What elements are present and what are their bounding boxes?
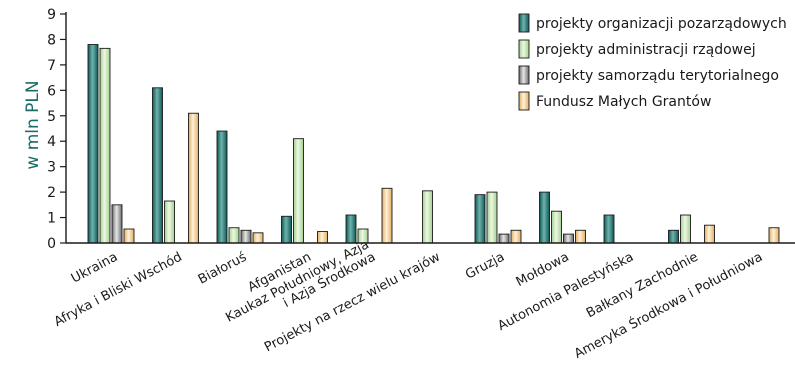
legend-swatch xyxy=(518,91,530,111)
bar xyxy=(422,190,433,244)
x-tick-label: Białoruś xyxy=(196,250,250,288)
bar xyxy=(768,227,780,244)
bar xyxy=(293,138,304,244)
bar xyxy=(704,224,715,244)
x-tick-label-line: Białoruś xyxy=(196,250,250,288)
bar xyxy=(498,233,510,244)
y-tick-label: 2 xyxy=(47,185,56,201)
bar xyxy=(216,130,228,244)
legend-label: projekty samorządu terytorialnego xyxy=(536,68,779,84)
bar xyxy=(152,87,163,244)
bar xyxy=(317,231,328,244)
bar xyxy=(99,47,111,244)
bar xyxy=(240,229,252,244)
x-tick-label-line: Gruzja xyxy=(463,250,507,283)
bar xyxy=(111,204,123,244)
y-tick-label: 6 xyxy=(47,83,56,99)
y-axis-title: w mln PLN xyxy=(23,80,43,169)
y-tick-label: 0 xyxy=(47,236,56,252)
y-tick-label: 5 xyxy=(47,109,56,125)
legend-swatch xyxy=(518,13,530,33)
axes xyxy=(65,12,795,244)
y-axis-ticks: 0 1 2 3 4 5 6 7 8 9 xyxy=(47,7,66,252)
y-tick-label: 1 xyxy=(47,211,56,227)
bars xyxy=(87,44,780,244)
legend-label: projekty administracji rządowej xyxy=(536,42,756,58)
legend-swatch xyxy=(518,39,530,59)
bar xyxy=(510,229,522,244)
bar xyxy=(345,214,357,244)
legend-label: projekty organizacji pozarządowych xyxy=(536,16,787,32)
x-tick-label: Gruzja xyxy=(463,250,507,283)
bar xyxy=(474,194,486,244)
bar xyxy=(188,112,199,244)
bar xyxy=(563,233,574,244)
x-tick-label: Ukraina xyxy=(69,250,120,287)
bar xyxy=(381,187,393,244)
bar xyxy=(603,214,615,244)
y-tick-label: 9 xyxy=(47,7,56,23)
y-tick-label: 8 xyxy=(47,32,56,48)
bar xyxy=(486,191,498,244)
y-tick-label: 3 xyxy=(47,160,56,176)
bar xyxy=(281,215,292,244)
bar xyxy=(252,232,264,244)
legend-label: Fundusz Małych Grantów xyxy=(536,94,711,110)
bar xyxy=(123,228,135,244)
bar xyxy=(668,229,679,244)
x-tick-label-line: Ukraina xyxy=(69,250,120,287)
legend-swatch xyxy=(518,65,530,85)
y-tick-label: 4 xyxy=(47,134,56,150)
bar xyxy=(164,200,175,244)
bar xyxy=(680,214,691,244)
bar xyxy=(228,227,240,244)
y-tick-label: 7 xyxy=(47,58,56,74)
bar xyxy=(575,229,586,244)
bar xyxy=(551,210,562,244)
bar xyxy=(87,44,99,244)
legend: projekty organizacji pozarządowych projek… xyxy=(518,13,787,111)
bar xyxy=(539,191,550,244)
